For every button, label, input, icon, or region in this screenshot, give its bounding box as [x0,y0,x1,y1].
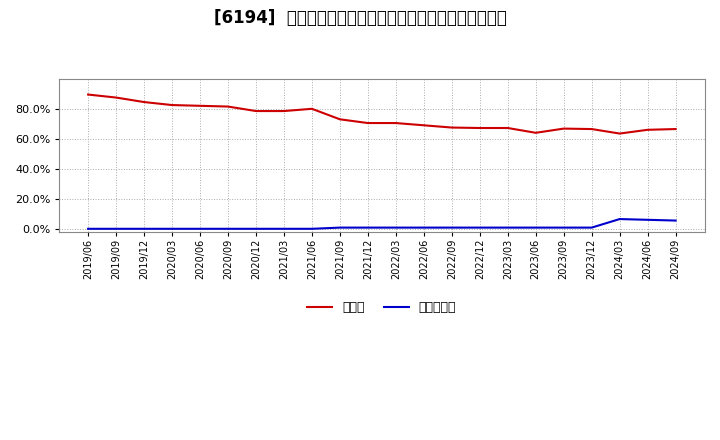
現預金 [307,106,316,111]
現預金 [112,95,120,100]
有利子負債 [475,225,484,230]
有利子負債 [84,226,92,231]
現預金 [531,130,540,136]
有利子負債 [307,226,316,231]
有利子負債 [531,225,540,230]
現預金 [168,103,176,108]
有利子負債 [279,226,288,231]
現預金 [671,126,680,132]
Line: 現預金: 現預金 [88,95,675,134]
現預金 [224,104,233,109]
現預金 [559,126,568,131]
現預金 [447,125,456,130]
有利子負債 [671,218,680,223]
有利子負債 [503,225,512,230]
有利子負債 [420,225,428,230]
有利子負債 [644,217,652,223]
有利子負債 [392,225,400,230]
現預金 [644,127,652,132]
有利子負債 [559,225,568,230]
有利子負債 [447,225,456,230]
有利子負債 [140,226,148,231]
現預金 [503,125,512,131]
現預金 [588,126,596,132]
有利子負債 [588,225,596,230]
有利子負債 [336,225,344,230]
Legend: 現預金, 有利子負債: 現預金, 有利子負債 [302,296,462,319]
Text: [6194]  現預金、有利子負債の総資産に対する比率の推移: [6194] 現預金、有利子負債の総資産に対する比率の推移 [214,9,506,27]
有利子負債 [616,216,624,222]
現預金 [616,131,624,136]
有利子負債 [224,226,233,231]
現預金 [392,121,400,126]
現預金 [251,108,260,114]
現預金 [475,125,484,131]
有利子負債 [364,225,372,230]
現預金 [196,103,204,108]
現預金 [279,108,288,114]
有利子負債 [251,226,260,231]
現預金 [364,121,372,126]
有利子負債 [196,226,204,231]
現預金 [84,92,92,97]
Line: 有利子負債: 有利子負債 [88,219,675,229]
有利子負債 [112,226,120,231]
現預金 [420,123,428,128]
現預金 [140,99,148,105]
有利子負債 [168,226,176,231]
現預金 [336,117,344,122]
